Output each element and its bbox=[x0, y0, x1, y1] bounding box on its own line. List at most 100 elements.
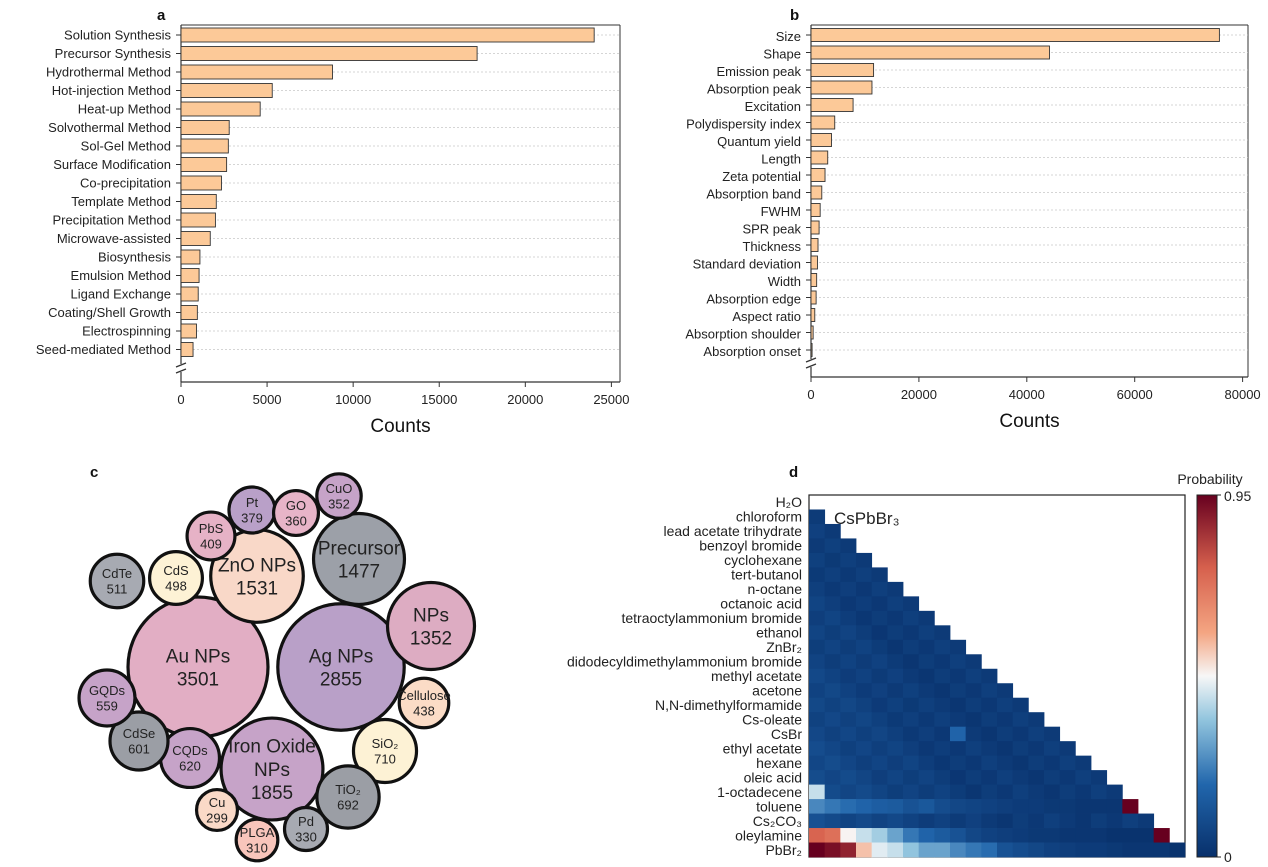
heatmap-cell bbox=[965, 712, 982, 728]
heatmap-cell bbox=[809, 581, 826, 597]
category-label: Surface Modification bbox=[53, 157, 171, 172]
bubble-circle bbox=[315, 472, 363, 520]
category-label: Length bbox=[761, 151, 801, 166]
heatmap-cell bbox=[1138, 813, 1155, 829]
heatmap-cell bbox=[1044, 828, 1061, 843]
heatmap-cell bbox=[965, 654, 982, 670]
heatmap-cell bbox=[903, 625, 920, 641]
heatmap-cell bbox=[871, 639, 888, 655]
heatmap-cell bbox=[856, 581, 873, 597]
category-label: Precipitation Method bbox=[52, 213, 171, 228]
heatmap-row-label: PbBr₂ bbox=[765, 842, 802, 858]
bubble-circle bbox=[282, 805, 330, 853]
heatmap-cell bbox=[1106, 828, 1123, 843]
heatmap-cell bbox=[840, 726, 857, 742]
bubble-label: PbS bbox=[199, 521, 224, 536]
category-label: Thickness bbox=[742, 239, 801, 254]
bubble-value: 1352 bbox=[410, 628, 452, 649]
heatmap-cell bbox=[840, 842, 857, 858]
category-label: Hydrothermal Method bbox=[46, 65, 171, 80]
heatmap-cell bbox=[856, 668, 873, 684]
bubble-value: 710 bbox=[374, 752, 396, 767]
category-label: Emulsion Method bbox=[71, 268, 171, 283]
heatmap-cell bbox=[903, 697, 920, 713]
heatmap-cell bbox=[1075, 842, 1092, 858]
heatmap-cell bbox=[997, 683, 1014, 699]
heatmap-cell bbox=[934, 697, 951, 713]
heatmap-cell bbox=[950, 654, 967, 670]
heatmap-cell bbox=[871, 842, 888, 858]
heatmap-cell bbox=[950, 755, 967, 771]
bubble-value: 620 bbox=[179, 759, 201, 774]
heatmap-cell bbox=[809, 741, 826, 757]
panel-c-label: c bbox=[90, 464, 98, 481]
colorbar bbox=[1196, 494, 1218, 858]
heatmap-cell bbox=[824, 610, 841, 626]
heatmap-cell bbox=[981, 712, 998, 728]
heatmap-cell bbox=[918, 770, 935, 785]
bar bbox=[810, 308, 816, 322]
heatmap-cell bbox=[981, 697, 998, 713]
heatmap-cell bbox=[1122, 842, 1139, 858]
bubble-circle bbox=[88, 552, 146, 610]
heatmap-cell bbox=[934, 683, 951, 699]
heatmap-row-label: tetraoctylammonium bromide bbox=[621, 610, 802, 626]
bar bbox=[810, 168, 826, 182]
panel-a-label: a bbox=[157, 7, 166, 24]
category-label: Shape bbox=[763, 46, 801, 61]
bar bbox=[810, 133, 832, 147]
heatmap-cell bbox=[840, 755, 857, 771]
x-tick-label: 20000 bbox=[507, 392, 543, 407]
heatmap-row-label: 1-octadecene bbox=[717, 784, 802, 800]
heatmap-cell bbox=[871, 770, 888, 785]
bar bbox=[180, 231, 211, 246]
colorbar-min-label: 0 bbox=[1224, 849, 1232, 865]
heatmap-cell bbox=[840, 567, 857, 583]
bubble-label: Pd bbox=[298, 814, 314, 829]
bubble-label: CdSe bbox=[123, 726, 156, 741]
bubble-label: Au NPs bbox=[166, 646, 230, 667]
heatmap-cell bbox=[997, 784, 1014, 800]
category-label: Solvothermal Method bbox=[48, 120, 171, 135]
heatmap-cell bbox=[1044, 799, 1061, 814]
heatmap-cell bbox=[887, 683, 904, 699]
heatmap-cell bbox=[934, 741, 951, 757]
heatmap-cell bbox=[856, 784, 873, 800]
heatmap-cell bbox=[856, 697, 873, 713]
x-tick-label: 0 bbox=[807, 387, 814, 402]
heatmap-cell bbox=[918, 625, 935, 641]
category-label: Sol-Gel Method bbox=[81, 139, 171, 154]
heatmap-cell bbox=[824, 813, 841, 829]
heatmap-cell bbox=[1106, 813, 1123, 829]
heatmap-cell bbox=[965, 668, 982, 684]
heatmap-cell bbox=[1028, 726, 1045, 742]
heatmap-cell bbox=[824, 567, 841, 583]
category-label: SPR peak bbox=[742, 221, 801, 236]
heatmap-cell bbox=[840, 668, 857, 684]
bubble-label: TiO₂ bbox=[335, 782, 361, 797]
heatmap-cell bbox=[1028, 784, 1045, 800]
heatmap-cell bbox=[809, 755, 826, 771]
bubble-label: GO bbox=[286, 498, 306, 513]
heatmap-cell bbox=[950, 668, 967, 684]
category-label: Hot-injection Method bbox=[52, 83, 171, 98]
heatmap-cell bbox=[1028, 770, 1045, 785]
bubble-circle bbox=[276, 602, 406, 732]
heatmap-row-label: benzoyl bromide bbox=[699, 538, 802, 554]
bubble-label: Cellulose bbox=[397, 688, 450, 703]
heatmap-cell bbox=[1012, 813, 1029, 829]
heatmap-cell bbox=[840, 683, 857, 699]
x-axis-title: Counts bbox=[999, 411, 1059, 432]
heatmap-cell bbox=[1028, 828, 1045, 843]
heatmap-cell bbox=[981, 784, 998, 800]
category-label: Coating/Shell Growth bbox=[48, 305, 171, 320]
